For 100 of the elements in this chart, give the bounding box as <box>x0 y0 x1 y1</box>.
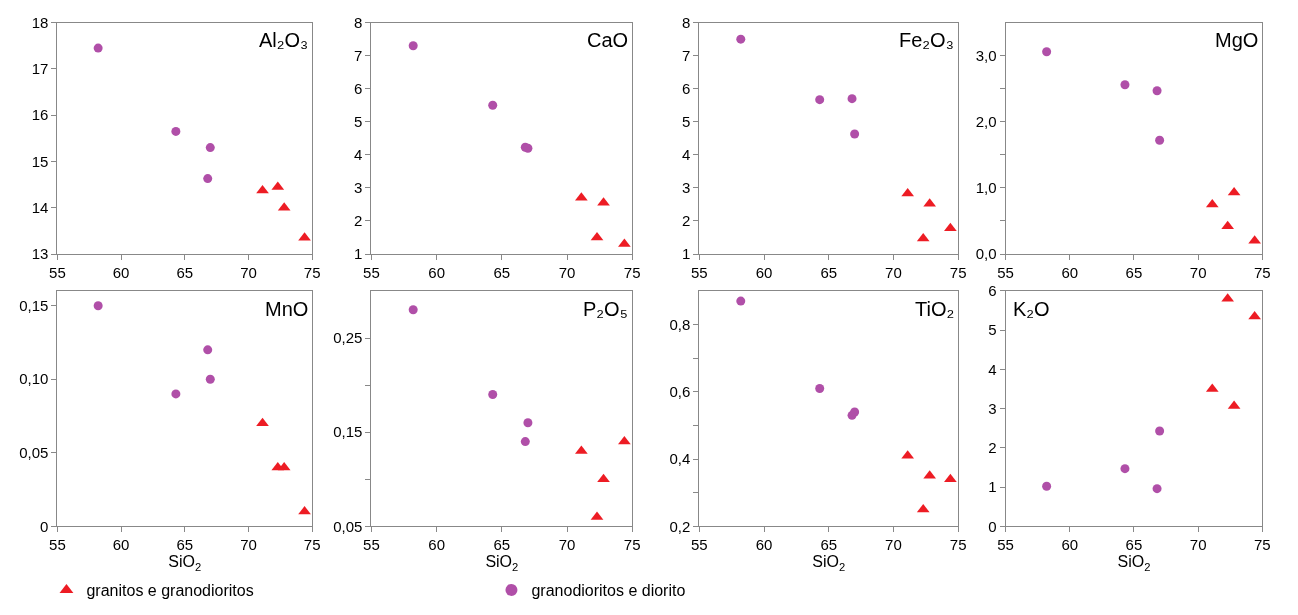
point <box>916 232 930 242</box>
x-axis-title: SiO$_{2}$ <box>812 553 846 573</box>
x-tick-label: 75 <box>303 264 321 282</box>
y-tick-label: 2 <box>988 439 997 457</box>
x-tick-label: 70 <box>1189 264 1207 282</box>
annotation: CaO <box>587 29 629 51</box>
x-tick-label: 65 <box>176 264 194 282</box>
annotation: MgO <box>1215 29 1259 51</box>
x-tick-label: 70 <box>558 536 576 554</box>
annotation: TiO₂ <box>915 298 955 320</box>
x-tick-label: 60 <box>1061 536 1079 554</box>
point <box>408 305 418 315</box>
y-tick-label: 0,05 <box>19 444 49 462</box>
point <box>408 41 418 51</box>
point <box>171 126 181 136</box>
annotation: Al₂O₃ <box>259 29 309 51</box>
x-tick-label: 60 <box>1061 264 1079 282</box>
x-tick-label: 75 <box>949 536 967 554</box>
y-tick-label: 2,0 <box>975 113 997 131</box>
y-tick-label: 5 <box>682 113 691 131</box>
point <box>520 437 530 447</box>
y-tick-label: 3 <box>682 179 691 197</box>
annotation: MnO <box>265 298 309 320</box>
annotation: Fe₂O₃ <box>899 29 954 51</box>
y-tick-label: 6 <box>682 79 691 97</box>
x-tick-label: 75 <box>623 264 641 282</box>
y-tick-label: 5 <box>354 113 363 131</box>
x-tick-label: 75 <box>949 264 967 282</box>
x-tick-label: 55 <box>691 536 708 554</box>
y-tick-label: 15 <box>31 152 49 170</box>
x-tick-label: 55 <box>997 264 1014 282</box>
x-tick-label: 65 <box>820 536 838 554</box>
point <box>205 374 215 384</box>
point <box>93 301 103 311</box>
y-tick-label: 0,0 <box>975 245 997 263</box>
y-tick-label: 0,2 <box>669 517 691 535</box>
annotation: P₂O₅ <box>583 298 628 320</box>
y-tick-label: 17 <box>31 60 49 78</box>
point <box>815 383 825 393</box>
y-tick-label: 0,6 <box>669 383 691 401</box>
point <box>847 94 857 104</box>
x-tick-label: 75 <box>303 536 321 554</box>
y-tick-label: 0,10 <box>19 370 49 388</box>
legend-label: granitos e granodioritos <box>86 582 254 600</box>
y-tick-label: 6 <box>988 282 997 300</box>
point <box>488 100 498 110</box>
point <box>1221 220 1235 230</box>
y-tick-label: 1 <box>682 245 691 263</box>
point <box>1155 426 1165 436</box>
y-tick-label: 8 <box>354 13 363 31</box>
y-tick-label: 0,25 <box>333 329 363 347</box>
y-tick-label: 3,0 <box>975 46 997 64</box>
x-tick-label: 75 <box>1254 264 1271 282</box>
point <box>205 143 215 153</box>
y-tick-label: 13 <box>31 245 49 263</box>
y-tick-label: 8 <box>682 13 691 31</box>
y-tick-label: 18 <box>31 13 49 31</box>
point <box>850 129 860 139</box>
y-tick-label: 0 <box>40 517 49 535</box>
x-tick-label: 55 <box>49 264 66 282</box>
point <box>1152 484 1162 494</box>
y-tick-label: 1,0 <box>975 179 997 197</box>
point <box>736 34 746 44</box>
point <box>277 461 291 471</box>
y-tick-label: 1 <box>988 478 997 496</box>
y-tick-label: 0,05 <box>333 517 363 535</box>
point <box>1248 310 1261 320</box>
annotation: K₂O <box>1013 298 1050 320</box>
x-tick-label: 70 <box>1189 536 1207 554</box>
point <box>1042 481 1052 491</box>
x-tick-label: 60 <box>428 264 445 282</box>
y-tick-label: 4 <box>682 146 691 164</box>
y-tick-label: 7 <box>682 46 691 64</box>
point <box>1042 47 1052 57</box>
x-tick-label: 65 <box>493 536 511 554</box>
x-tick-label: 55 <box>691 264 708 282</box>
point <box>815 95 825 105</box>
y-tick-label: 16 <box>31 106 49 124</box>
point <box>256 417 269 427</box>
x-tick-label: 75 <box>1254 536 1271 554</box>
point <box>1152 86 1162 96</box>
x-tick-label: 60 <box>428 536 445 554</box>
x-tick-label: 70 <box>558 264 576 282</box>
x-tick-label: 70 <box>240 536 257 554</box>
y-tick-label: 0 <box>988 517 997 535</box>
point <box>171 389 181 399</box>
point <box>1120 464 1130 474</box>
x-tick-label: 65 <box>820 264 838 282</box>
x-tick-label: 65 <box>493 264 511 282</box>
x-tick-label: 60 <box>755 536 773 554</box>
x-tick-label: 65 <box>1125 536 1143 554</box>
point <box>523 418 533 428</box>
x-tick-label: 70 <box>240 264 257 282</box>
x-axis-title: SiO$_{2}$ <box>485 553 519 573</box>
x-tick-label: 55 <box>363 536 380 554</box>
x-tick-label: 55 <box>49 536 66 554</box>
x-tick-label: 70 <box>885 536 902 554</box>
point <box>93 43 103 53</box>
x-tick-label: 65 <box>1125 264 1143 282</box>
point <box>1120 80 1130 90</box>
